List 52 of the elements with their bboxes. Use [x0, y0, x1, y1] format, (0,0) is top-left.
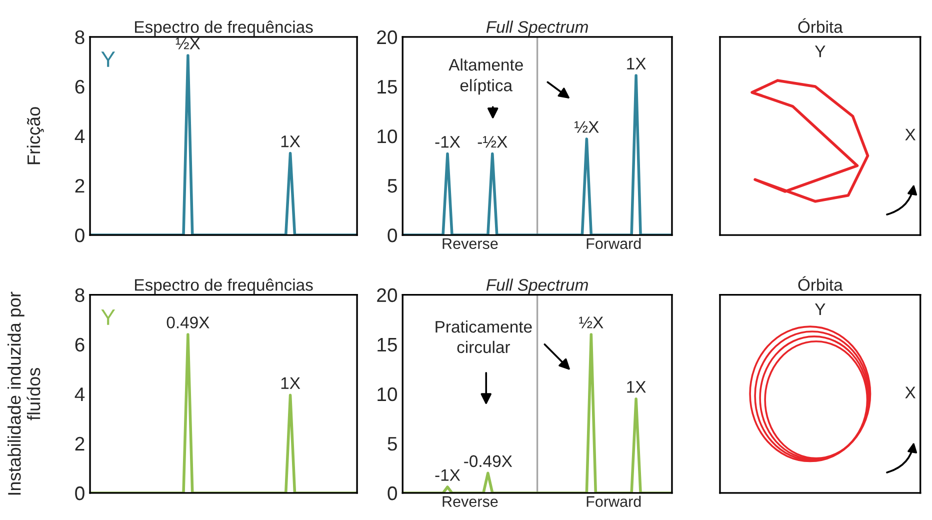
y-tick-label: 5 — [388, 437, 397, 451]
y-tick-label: 10 — [378, 129, 398, 144]
y-axis-title: Fricção — [26, 107, 44, 164]
annotation: -½X — [478, 136, 508, 148]
y-tick-label: 10 — [378, 387, 398, 402]
x-tick-label: Forward — [586, 496, 641, 507]
y-tick-label: 20 — [377, 30, 398, 44]
y-tick-label: 0 — [75, 228, 84, 242]
y-tick-label: 20 — [377, 288, 398, 302]
y-tick-label: 2 — [75, 178, 84, 193]
annotation: Y — [101, 310, 116, 325]
y-tick-label: 8 — [75, 30, 84, 44]
y-tick-label: 2 — [75, 436, 84, 450]
y-tick-label: 0 — [388, 486, 398, 500]
annotation: -0.49X — [464, 455, 512, 468]
text: X — [905, 386, 916, 398]
y-tick-label: 5 — [388, 179, 397, 193]
annotation: 1X — [281, 136, 300, 148]
annotation: ½X — [176, 38, 200, 50]
text: Y — [814, 304, 826, 315]
x-tick-label: Reverse — [442, 496, 498, 507]
annotation: ½X — [579, 316, 604, 328]
chart-title: Espectro de frequências — [135, 278, 313, 294]
y-tick-label: 6 — [75, 338, 84, 352]
y-tick-label: 0 — [75, 486, 84, 500]
y-axis-title: Instabilidade induzida por fluídos — [8, 292, 40, 495]
text: Órbita — [798, 18, 843, 33]
annotation: ½X — [574, 121, 599, 133]
text: Y — [814, 46, 826, 58]
annotation: Altamente elíptica — [448, 58, 523, 95]
chart-title: Full Spectrum — [486, 278, 588, 294]
y-tick-label: 0 — [388, 228, 398, 242]
text: X — [905, 128, 916, 140]
y-tick-label: 4 — [74, 130, 85, 144]
y-tick-label: 8 — [75, 288, 84, 302]
y-tick-label: 6 — [75, 80, 84, 94]
annotation: 1X — [281, 377, 300, 389]
annotation: 1X — [627, 58, 646, 70]
x-tick-label: Forward — [586, 238, 641, 250]
x-tick-label: Reverse — [442, 238, 498, 250]
y-tick-label: 15 — [378, 338, 397, 352]
annotation: -1X — [435, 136, 460, 148]
chart-title: Espectro de frequências — [135, 20, 313, 36]
annotation: Y — [101, 52, 116, 67]
chart-title: Full Spectrum — [486, 20, 588, 36]
text: Órbita — [798, 276, 843, 291]
y-tick-label: 15 — [378, 80, 397, 94]
annotation: 1X — [627, 381, 646, 393]
annotation: 0.49X — [166, 316, 210, 328]
annotation: Praticamente circular — [436, 320, 532, 354]
annotation: -1X — [435, 469, 460, 481]
y-tick-label: 4 — [74, 388, 85, 401]
